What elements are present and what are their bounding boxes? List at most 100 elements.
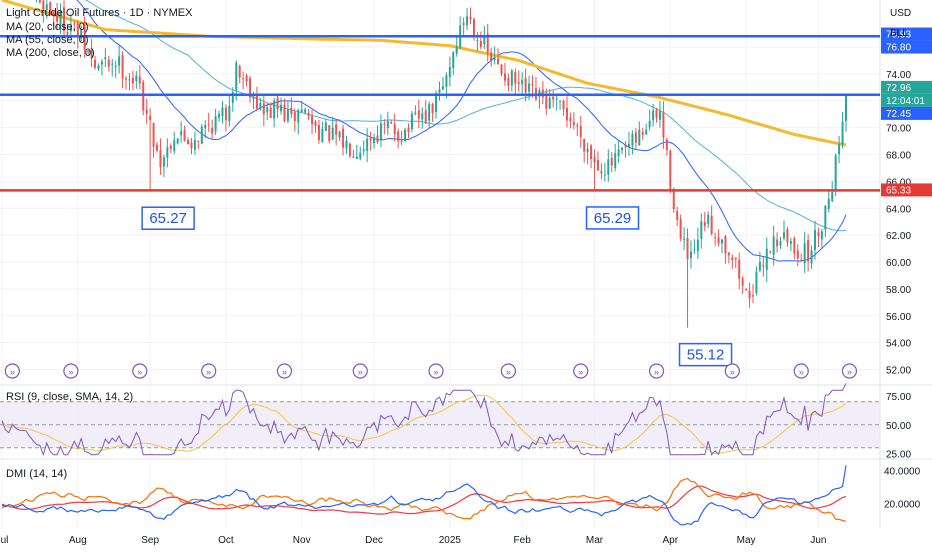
candle-body bbox=[493, 57, 496, 60]
event-glyph: » bbox=[137, 367, 142, 377]
event-marker: » bbox=[352, 363, 368, 379]
candle-body bbox=[345, 140, 348, 149]
candle-body bbox=[724, 236, 727, 254]
candle-body bbox=[242, 78, 245, 80]
candle-body bbox=[111, 63, 114, 65]
annotation-label: 55.12 bbox=[687, 347, 725, 364]
dmi-panel[interactable] bbox=[1, 465, 847, 526]
candle-body bbox=[352, 156, 355, 158]
candle-body bbox=[228, 105, 231, 122]
candle-body bbox=[669, 150, 672, 191]
event-circle bbox=[428, 363, 444, 379]
ma55-line bbox=[84, 0, 847, 232]
candle-body bbox=[414, 112, 417, 115]
candle-body bbox=[469, 16, 472, 20]
price-tick-label: 68.00 bbox=[886, 151, 911, 162]
event-glyph: » bbox=[10, 367, 15, 377]
candle-body bbox=[624, 144, 627, 148]
candle-body bbox=[703, 221, 706, 227]
rsi-panel[interactable] bbox=[0, 383, 880, 457]
candle-body bbox=[76, 23, 79, 38]
price-tag-label: 12:04:01 bbox=[886, 96, 925, 107]
candle-body bbox=[755, 271, 758, 293]
time-tick-label: May bbox=[737, 535, 756, 546]
candle-body bbox=[579, 126, 582, 138]
candle-body bbox=[197, 140, 200, 142]
event-circle bbox=[500, 363, 516, 379]
candle-body bbox=[720, 239, 723, 244]
candle-body bbox=[135, 75, 138, 82]
candle-body bbox=[407, 127, 410, 132]
ma55-legend[interactable]: MA (55, close, 0) bbox=[6, 34, 89, 46]
annotation-box bbox=[585, 206, 640, 230]
rsi-band bbox=[0, 401, 880, 448]
ma200-legend[interactable]: MA (200, close, 0) bbox=[6, 47, 95, 59]
unit-button[interactable]: BLL bbox=[890, 28, 908, 39]
time-tick-label: Jun bbox=[810, 535, 826, 546]
candle-body bbox=[379, 123, 382, 141]
adx-line bbox=[1, 485, 847, 515]
time-tick-label: Sep bbox=[141, 535, 159, 546]
candle-body bbox=[424, 110, 427, 124]
candle-body bbox=[710, 215, 713, 234]
candle-body bbox=[679, 218, 682, 239]
candle-body bbox=[834, 155, 837, 192]
rsi-legend[interactable]: RSI (9, close, SMA, 14, 2) bbox=[6, 391, 133, 403]
candle-body bbox=[66, 32, 69, 35]
candle-body bbox=[204, 125, 207, 128]
candle-body bbox=[779, 241, 782, 246]
price-tag-label: 76.93 bbox=[886, 30, 911, 41]
ma20-legend[interactable]: MA (20, close, 0) bbox=[6, 21, 89, 33]
event-glyph: » bbox=[506, 367, 511, 377]
candle-body bbox=[300, 109, 303, 112]
price-tick-label: 66.00 bbox=[886, 177, 911, 188]
event-glyph: » bbox=[578, 367, 583, 377]
annotations: 65.27 65.29 55.12 » » » » » » » » » » » » » bbox=[4, 206, 858, 379]
candle-body bbox=[645, 129, 648, 135]
candle-body bbox=[841, 121, 844, 145]
price-tag: 76.93 bbox=[881, 27, 932, 41]
dmi-minus-line bbox=[1, 477, 847, 522]
candle-body bbox=[131, 77, 134, 84]
candle-body bbox=[455, 46, 458, 54]
candle-body bbox=[397, 131, 400, 142]
time-tick-label: Oct bbox=[218, 535, 234, 546]
candle-body bbox=[431, 103, 434, 114]
candle-body bbox=[521, 80, 524, 85]
event-glyph: » bbox=[730, 367, 735, 377]
event-marker: » bbox=[201, 363, 217, 379]
time-tick-label: Dec bbox=[365, 535, 383, 546]
annotation-box bbox=[678, 342, 733, 367]
event-circle bbox=[724, 363, 740, 379]
price-tag-label: 65.33 bbox=[886, 185, 911, 196]
candle-body bbox=[211, 128, 214, 134]
time-axis[interactable]: Jul Aug Sep Oct Nov Dec 2025 Feb Mar Apr May Jun bbox=[0, 535, 827, 546]
candle-body bbox=[745, 288, 748, 290]
candle-body bbox=[603, 174, 606, 176]
candle-body bbox=[607, 159, 610, 175]
low-annotation: 65.27 bbox=[141, 206, 195, 230]
candle-body bbox=[38, 0, 41, 3]
candle-body bbox=[293, 112, 296, 122]
candle-body bbox=[286, 109, 289, 121]
price-axis[interactable]: 52.00 54.00 56.00 58.00 60.00 62.00 64.00 66.00… bbox=[881, 27, 932, 511]
dmi-legend[interactable]: DMI (14, 14) bbox=[6, 468, 67, 480]
candle-body bbox=[565, 107, 568, 121]
candle-body bbox=[107, 59, 110, 67]
price-tick-label: 62.00 bbox=[886, 231, 911, 242]
candle-body bbox=[255, 94, 258, 109]
currency-button[interactable]: USD bbox=[890, 8, 911, 19]
candle-body bbox=[576, 125, 579, 127]
candle-body bbox=[435, 93, 438, 112]
candle-body bbox=[183, 130, 186, 141]
candle-body bbox=[224, 107, 227, 121]
time-tick-label: Mar bbox=[586, 535, 604, 546]
candle-body bbox=[118, 56, 121, 66]
dmi-tick-label: 20.0000 bbox=[884, 499, 921, 510]
price-panel[interactable] bbox=[0, 0, 880, 328]
candle-body bbox=[452, 52, 455, 69]
candle-body bbox=[614, 153, 617, 169]
candle-body bbox=[280, 104, 283, 112]
candle-body bbox=[190, 142, 193, 149]
candle-body bbox=[290, 107, 293, 115]
